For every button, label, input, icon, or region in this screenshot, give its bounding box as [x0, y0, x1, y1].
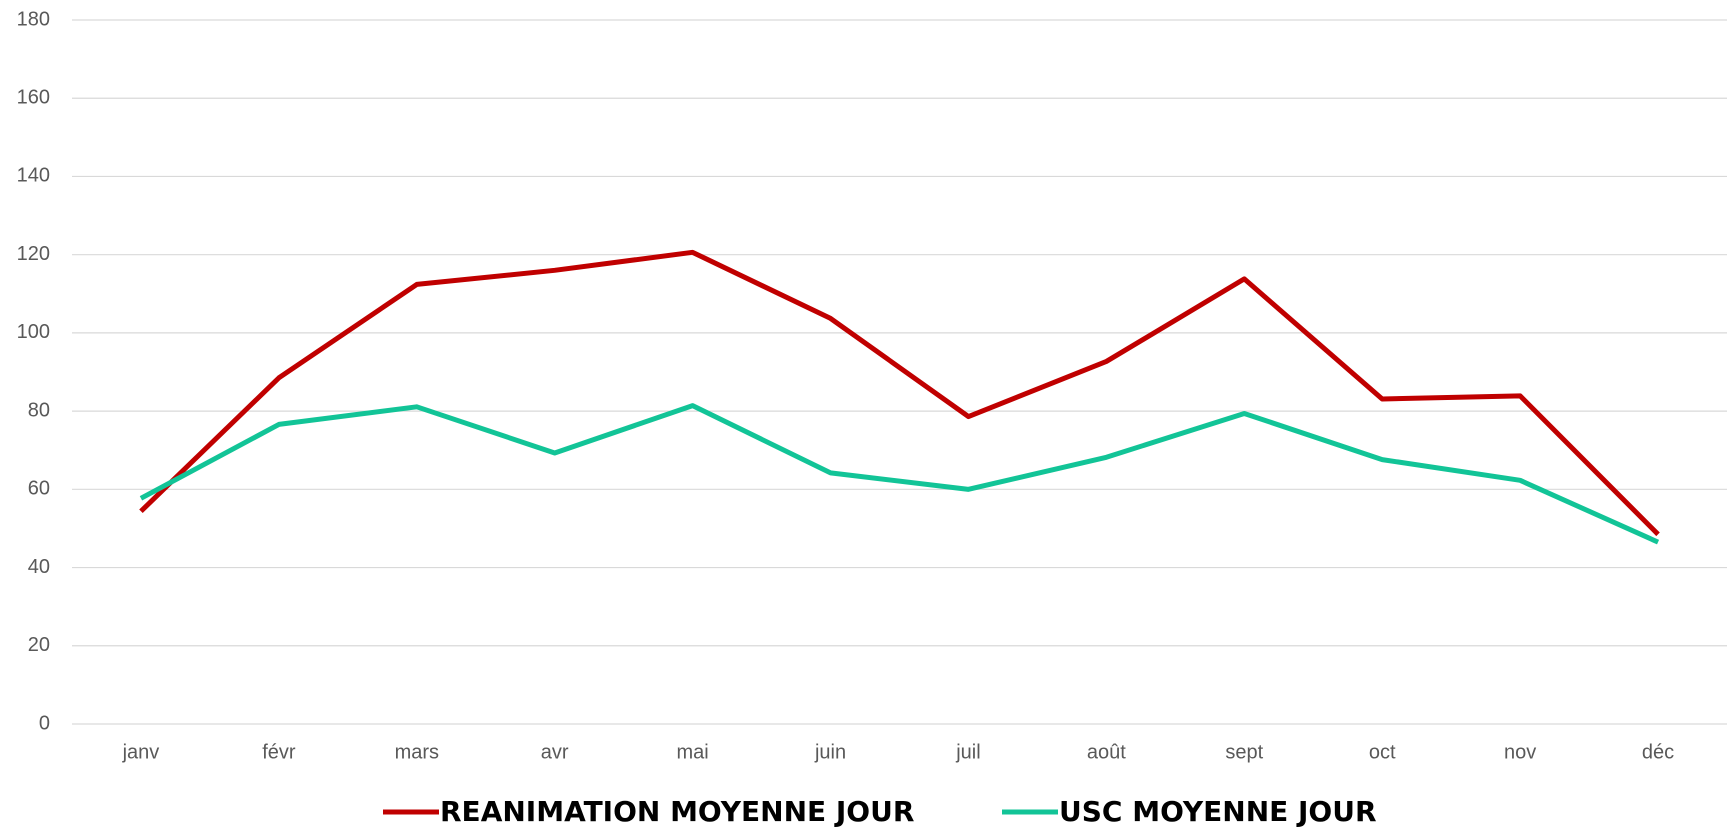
- y-tick-label: 60: [28, 478, 50, 500]
- y-tick-label: 120: [17, 243, 50, 265]
- x-tick-label: nov: [1504, 741, 1536, 763]
- x-tick-label: déc: [1642, 741, 1674, 763]
- x-tick-label: sept: [1225, 741, 1263, 763]
- y-tick-label: 0: [39, 712, 50, 734]
- x-tick-label: avr: [541, 741, 569, 763]
- x-tick-label: mars: [395, 741, 439, 763]
- y-tick-label: 180: [17, 8, 50, 30]
- y-tick-label: 80: [28, 399, 50, 421]
- x-tick-label: juil: [955, 741, 980, 763]
- y-tick-label: 140: [17, 165, 50, 187]
- x-tick-label: oct: [1369, 741, 1396, 763]
- series-line: [139, 403, 1660, 545]
- y-tick-label: 160: [17, 87, 50, 109]
- legend-text: USC MOYENNE JOUR: [1059, 795, 1377, 827]
- x-tick-label: août: [1087, 741, 1126, 763]
- y-tick-label: 20: [28, 634, 50, 656]
- x-tick-label: mai: [677, 741, 709, 763]
- x-tick-label: févr: [262, 741, 296, 763]
- x-tick-label: janv: [122, 741, 160, 763]
- y-tick-label: 100: [17, 321, 50, 343]
- y-tick-label: 40: [28, 556, 50, 578]
- x-tick-label: juin: [814, 741, 846, 763]
- series-line: [139, 249, 1660, 537]
- legend-text: REANIMATION MOYENNE JOUR: [440, 795, 914, 827]
